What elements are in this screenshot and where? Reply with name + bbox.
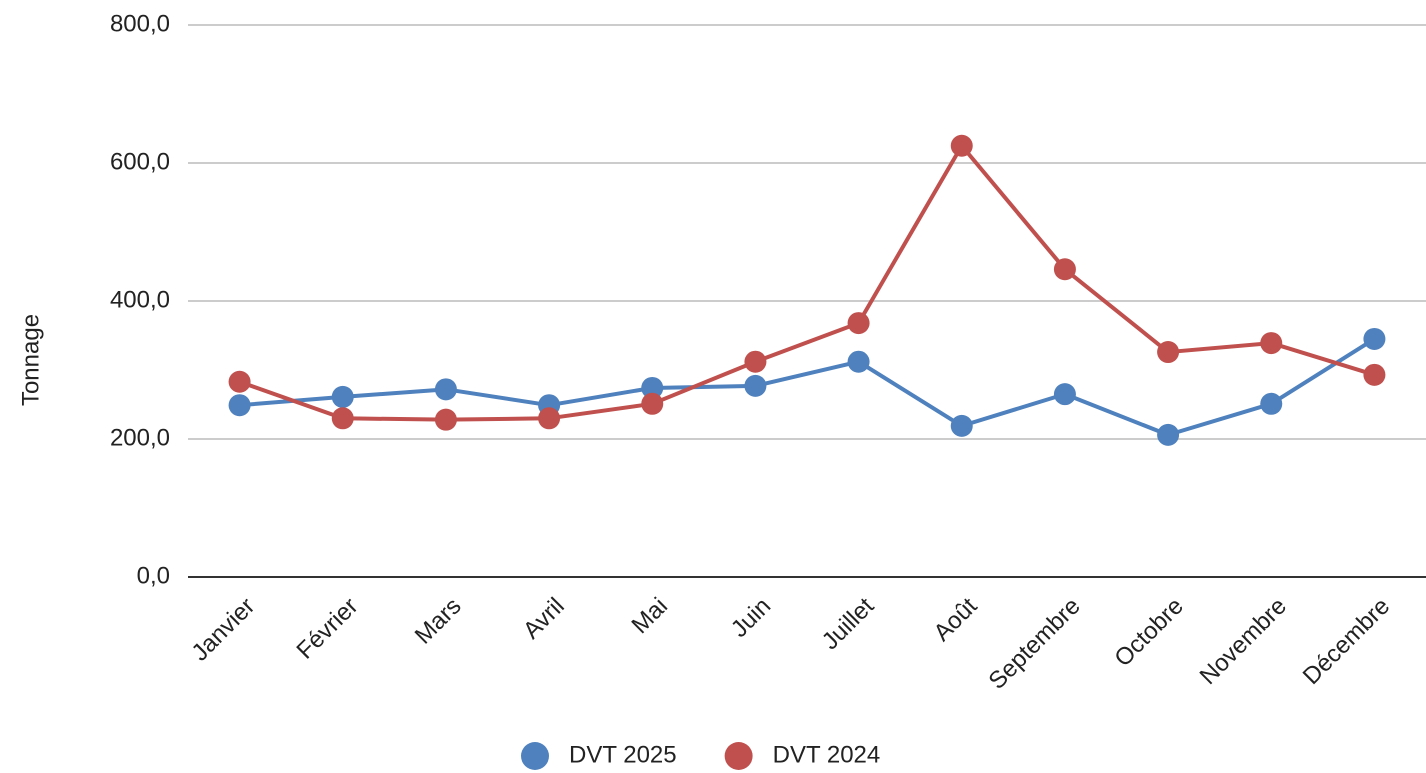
x-tick-label: Mars <box>410 593 467 650</box>
series-line <box>238 143 1376 422</box>
data-point <box>228 370 251 393</box>
x-tick-label: Octobre <box>1109 593 1188 672</box>
data-point <box>538 407 561 430</box>
y-tick-label: 600,0 <box>110 148 170 175</box>
x-tick-label: Janvier <box>187 593 261 667</box>
data-point <box>1157 423 1180 446</box>
y-tick-label: 800,0 <box>110 10 170 37</box>
x-tick-label: Novembre <box>1195 593 1292 690</box>
series-line <box>239 337 1376 437</box>
legend-swatch <box>724 742 753 770</box>
x-tick-label: Août <box>928 592 982 646</box>
data-point <box>1260 332 1283 355</box>
data-point <box>1363 327 1386 350</box>
data-point <box>1157 341 1180 364</box>
data-point <box>950 134 973 157</box>
x-tick-label: Mai <box>627 593 673 639</box>
x-tick-label: Juin <box>726 593 776 643</box>
x-tick-label: Avril <box>518 593 570 645</box>
legend-label: DVT 2025 <box>569 741 677 768</box>
x-tick-label: Décembre <box>1298 593 1395 690</box>
y-axis-label: Tonnage <box>17 314 44 406</box>
data-point <box>331 407 354 430</box>
x-tick-label: Juillet <box>817 592 880 655</box>
x-tick-label: Septembre <box>984 593 1086 695</box>
data-point <box>434 378 457 401</box>
y-tick-label: 0,0 <box>137 562 170 589</box>
data-point <box>1363 363 1386 386</box>
data-point <box>641 392 664 415</box>
legend-swatch <box>521 742 549 770</box>
y-tick-label: 400,0 <box>110 286 170 313</box>
x-tick-label: Février <box>292 593 364 665</box>
data-point <box>1053 258 1076 281</box>
data-point <box>331 385 354 408</box>
data-point <box>228 394 251 417</box>
legend-label: DVT 2024 <box>773 741 881 768</box>
y-tick-label: 200,0 <box>110 424 170 451</box>
data-point <box>744 374 767 397</box>
data-point <box>847 350 870 373</box>
data-point <box>744 350 767 373</box>
data-point <box>1053 383 1076 406</box>
data-point <box>847 312 870 335</box>
data-point <box>434 408 457 431</box>
data-point <box>641 376 664 399</box>
data-point <box>1260 392 1283 415</box>
data-point <box>950 414 973 437</box>
